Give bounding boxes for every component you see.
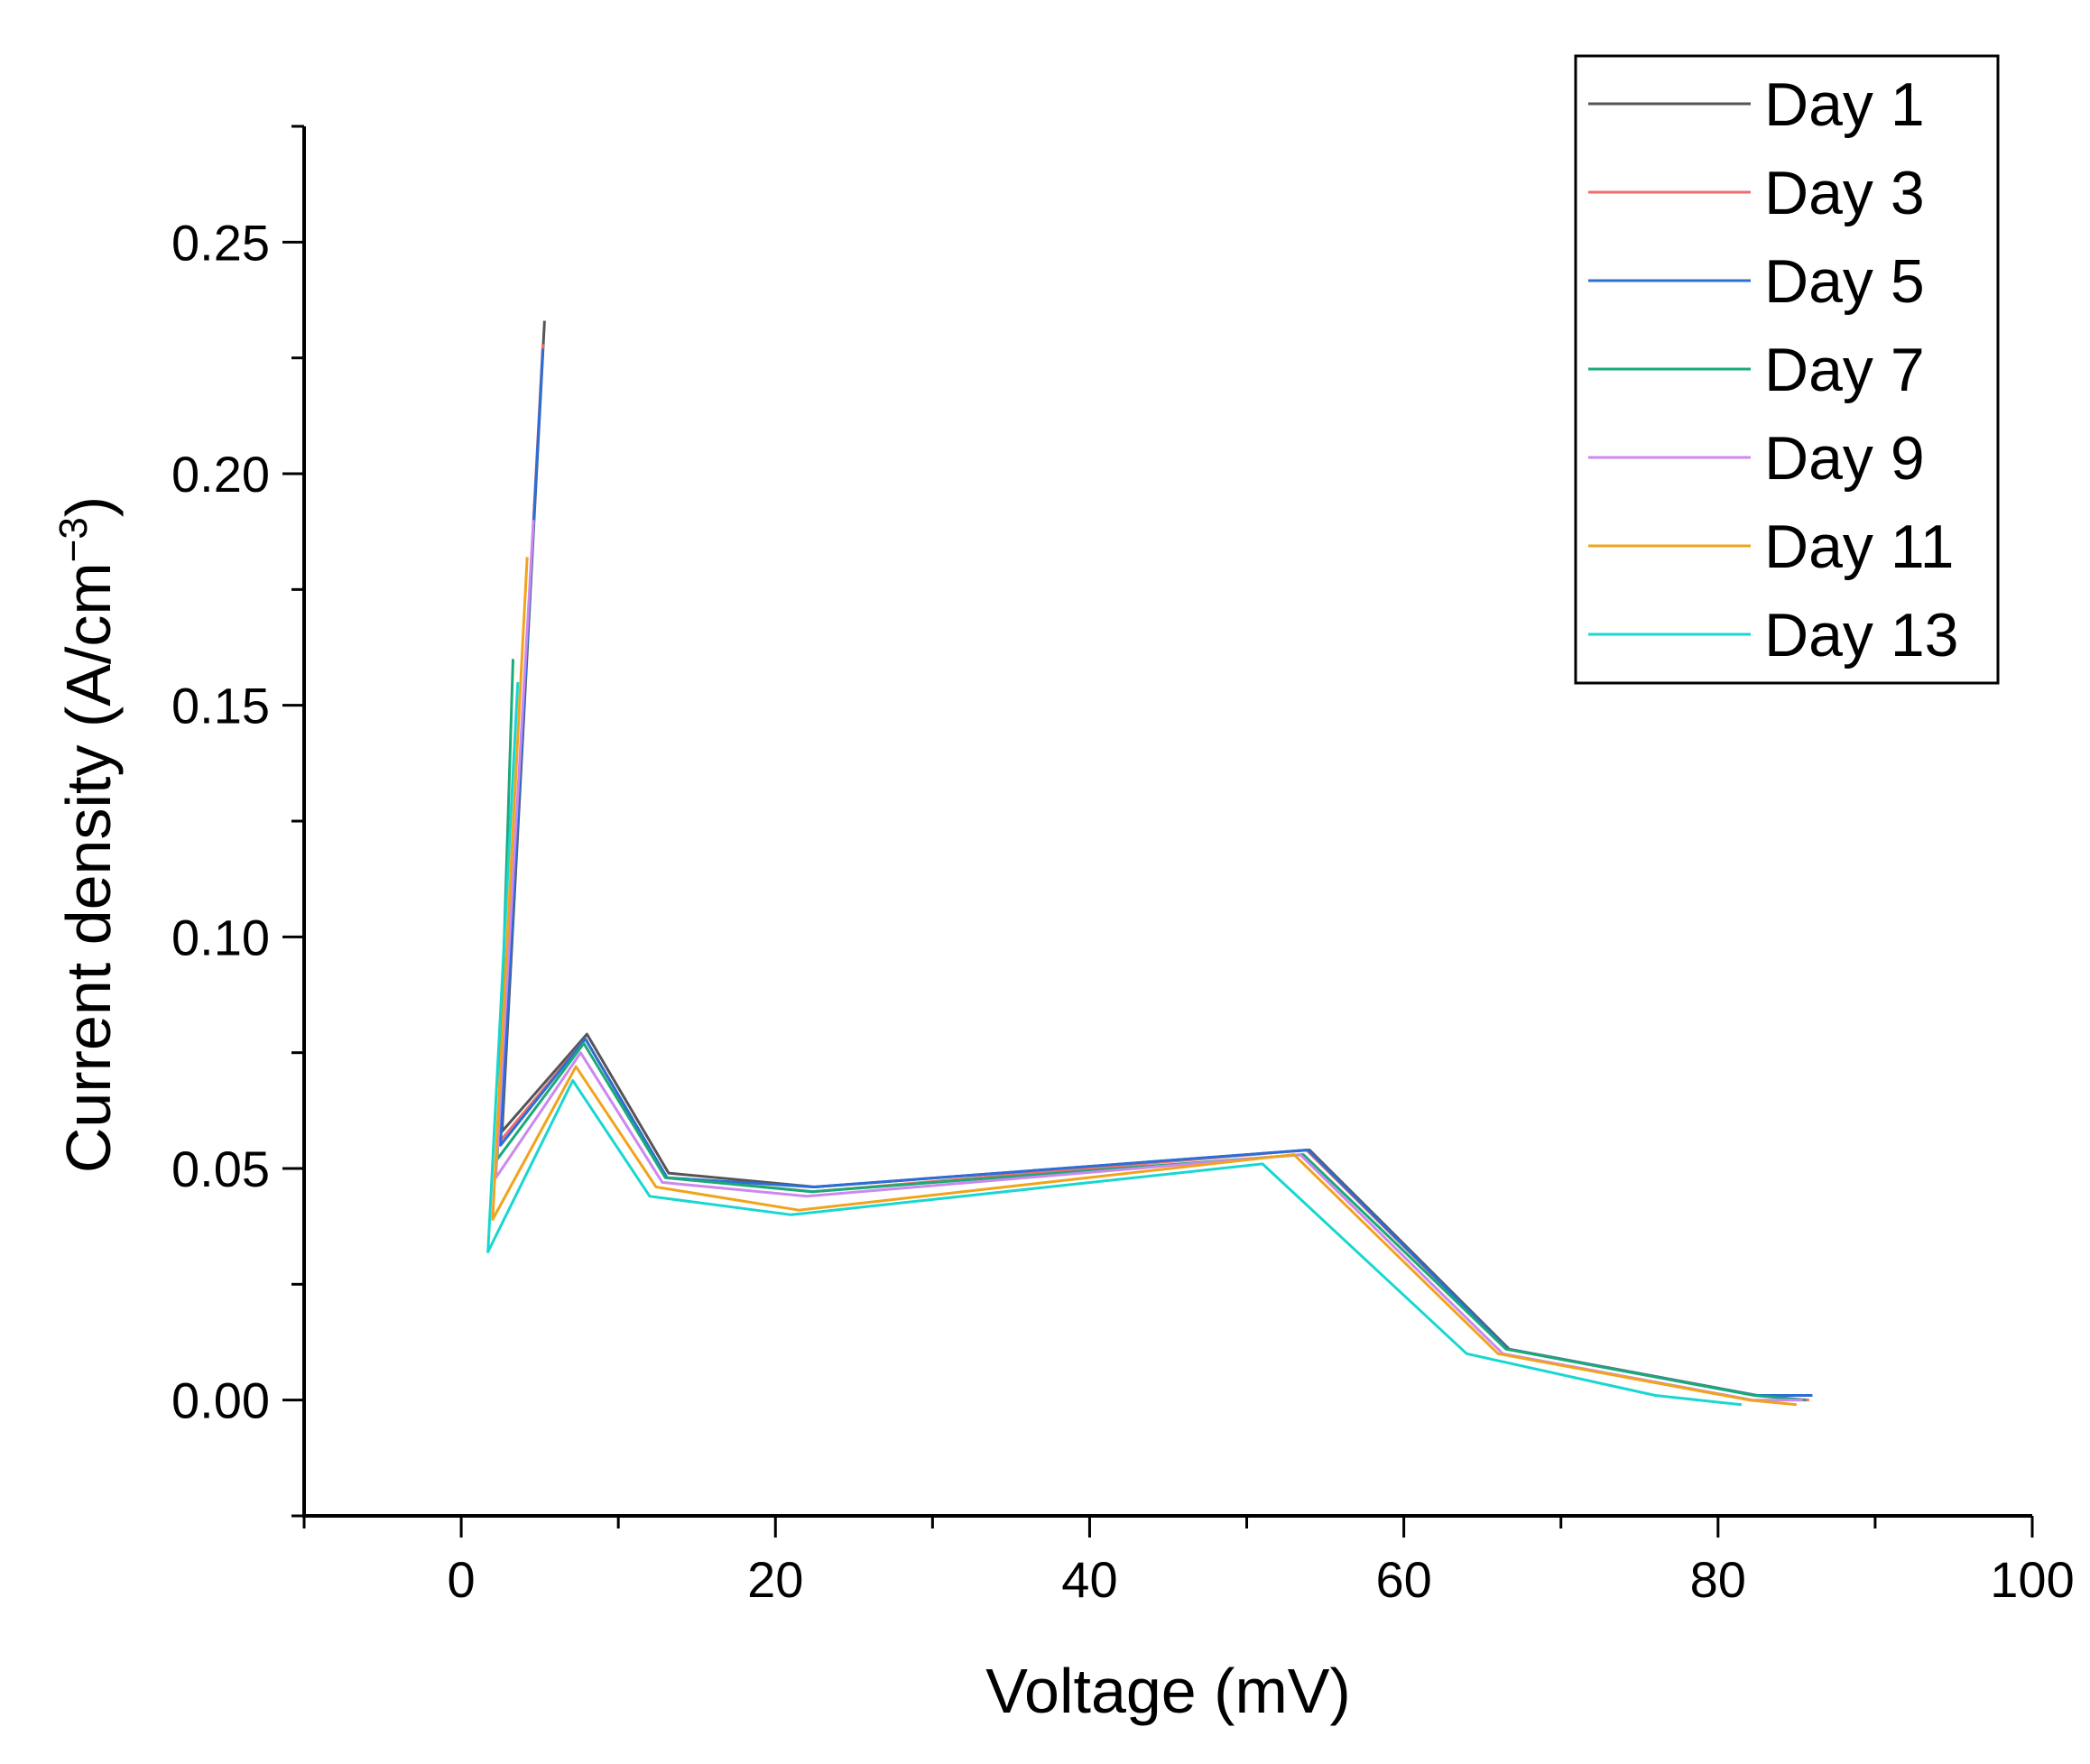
- y-tick-label: 0.10: [171, 909, 270, 965]
- x-tick-label: 40: [1061, 1551, 1117, 1608]
- legend-label: Day 9: [1764, 424, 1925, 493]
- x-tick-label: 60: [1375, 1551, 1431, 1608]
- series-line-day-13: [486, 681, 1743, 1407]
- y-axis-title-close: ): [53, 496, 124, 517]
- y-tick-label: 0.15: [171, 678, 270, 734]
- x-tick-label: 80: [1690, 1551, 1746, 1608]
- y-tick-label: 0.25: [171, 214, 270, 271]
- y-tick-label: 0.00: [171, 1372, 270, 1429]
- y-tick-label: 0.20: [171, 446, 270, 503]
- y-ticks: 0.00 0.05 0.10 0.15 0.20 0.25: [171, 125, 304, 1518]
- legend-label: Day 5: [1764, 247, 1925, 316]
- legend-label: Day 11: [1764, 513, 1954, 581]
- legend-label: Day 1: [1764, 70, 1925, 139]
- series-line-day-11: [491, 557, 1798, 1407]
- x-tick-label: 100: [1990, 1551, 2074, 1608]
- x-axis-title: Voltage (mV): [985, 1656, 1351, 1726]
- legend-label: Day 13: [1764, 601, 1958, 670]
- y-tick-label: 0.05: [171, 1141, 270, 1197]
- y-axis-title-superscript: −3: [51, 517, 96, 562]
- x-tick-label: 20: [747, 1551, 803, 1608]
- y-axis-title: Current density (A/cm−3): [51, 496, 124, 1173]
- axes: 0 20 40 60 80 100 0.00 0.05 0.10 0.15 0.20 0.25: [171, 125, 2075, 1608]
- legend-label: Day 7: [1764, 336, 1925, 404]
- x-ticks: 0 20 40 60 80 100: [302, 1516, 2075, 1608]
- y-axis-title-main: Current density (A/cm: [53, 562, 124, 1173]
- legend-label: Day 3: [1764, 159, 1925, 227]
- x-tick-label: 0: [448, 1551, 476, 1608]
- series-line-day-7: [495, 659, 1807, 1402]
- legend: Day 1 Day 3 Day 5 Day 7 Day 9 Day 11 Day 13: [1574, 54, 2000, 685]
- plot-area: [486, 320, 1813, 1407]
